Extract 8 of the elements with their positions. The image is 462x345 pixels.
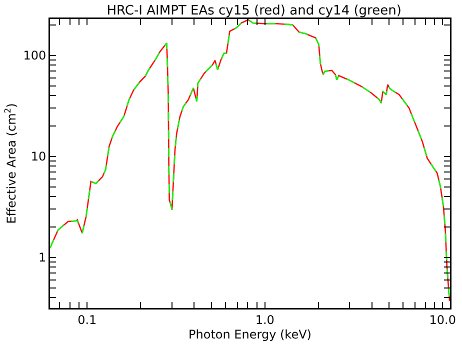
y-tick-label: 100 — [23, 48, 46, 63]
x-axis-title: Photon Energy (keV) — [188, 328, 312, 342]
x-tick-label: 1.0 — [255, 312, 274, 327]
x-tick-label: 0.1 — [78, 312, 97, 327]
x-tick-label: 10.0 — [429, 312, 456, 327]
y-tick-label: 1 — [38, 250, 46, 265]
y-tick-label: 10 — [30, 150, 46, 164]
chart-title: HRC-I AIMPT EAs cy15 (red) and cy14 (green) — [106, 3, 402, 18]
